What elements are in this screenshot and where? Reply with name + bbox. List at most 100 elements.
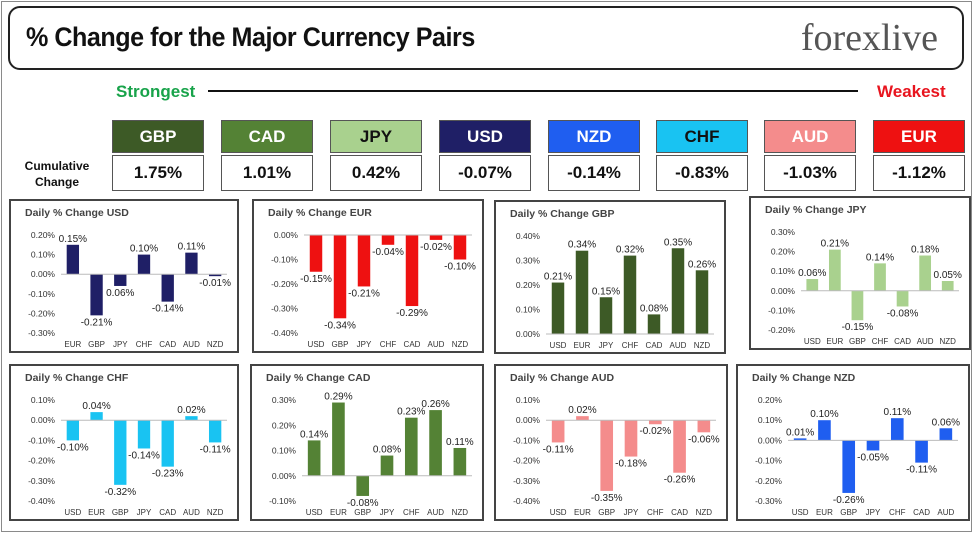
x-category-label: CAD — [913, 508, 930, 517]
x-category-label: CAD — [159, 340, 176, 349]
bar-eur — [575, 250, 589, 334]
chart-panel-usd: Daily % Change USD 0.20% 0.10% 0.00% -0.10% -… — [9, 199, 239, 353]
currency-code-jpy: JPY — [330, 120, 422, 153]
x-category-label: NZD — [207, 340, 224, 349]
bar-chf — [874, 263, 886, 291]
y-tick-label: -0.30% — [28, 476, 55, 486]
data-label: 0.02% — [177, 405, 205, 416]
x-category-label: CHF — [647, 508, 664, 517]
brand-text: forexlive — [800, 17, 938, 59]
chart-title: Daily % Change CHF — [25, 372, 129, 384]
y-tick-label: -0.40% — [513, 496, 540, 506]
bar-usd — [793, 438, 807, 441]
bar-chf — [137, 254, 151, 275]
data-label: 0.02% — [568, 405, 596, 416]
data-label: 0.01% — [786, 427, 814, 438]
cumulative-value-jpy: 0.42% — [330, 155, 422, 191]
strongest-label: Strongest — [116, 82, 196, 101]
bar-jpy — [380, 455, 394, 476]
x-category-label: NZD — [452, 508, 469, 517]
bar-chf — [890, 418, 904, 441]
x-category-label: NZD — [207, 508, 224, 517]
brand-logo: forexlive — [801, 16, 938, 60]
x-category-label: JPY — [599, 341, 614, 350]
bar-cad — [915, 440, 928, 463]
y-tick-label: 0.20% — [272, 420, 297, 430]
bar-nzd — [208, 274, 222, 277]
bar-jpy — [866, 440, 880, 451]
data-label: 0.11% — [178, 242, 206, 253]
cumulative-value-nzd: -0.14% — [548, 155, 640, 191]
data-label: -0.23% — [152, 469, 184, 480]
y-tick-label: -0.10% — [768, 305, 795, 315]
data-label: -0.08% — [347, 498, 379, 509]
data-label: -0.15% — [842, 322, 874, 333]
data-label: -0.04% — [372, 247, 404, 258]
data-label: 0.11% — [446, 437, 474, 448]
x-category-label: USD — [306, 508, 323, 517]
y-tick-label: 0.00% — [274, 230, 299, 240]
x-category-label: GBP — [840, 508, 857, 517]
y-tick-label: 0.00% — [31, 415, 56, 425]
y-tick-label: 0.10% — [272, 446, 297, 456]
y-tick-label: 0.10% — [31, 395, 56, 405]
x-category-label: GBP — [354, 508, 371, 517]
bar-jpy — [357, 235, 371, 287]
x-category-label: EUR — [826, 337, 843, 346]
x-category-label: CAD — [671, 508, 688, 517]
x-category-label: EUR — [88, 508, 105, 517]
y-tick-label: 0.20% — [758, 395, 783, 405]
data-label: 0.11% — [883, 407, 911, 418]
data-label: 0.14% — [300, 429, 328, 440]
bar-gbp — [842, 440, 856, 493]
x-category-label: CHF — [889, 508, 906, 517]
data-label: -0.10% — [57, 442, 89, 453]
data-label: -0.15% — [300, 274, 332, 285]
x-category-label: JPY — [113, 340, 128, 349]
x-category-label: CAD — [404, 340, 421, 349]
y-tick-label: -0.30% — [271, 304, 298, 314]
bar-chart-chf: 0.10%0.00%-0.10%-0.20%-0.30%-0.40%-0.10%… — [28, 395, 231, 517]
x-category-label: EUR — [574, 508, 591, 517]
data-label: 0.08% — [640, 303, 668, 314]
y-tick-label: 0.00% — [771, 286, 796, 296]
cumulative-value-eur: -1.12% — [873, 155, 965, 191]
cumulative-value-usd: -0.07% — [439, 155, 531, 191]
y-tick-label: 0.30% — [516, 256, 541, 266]
y-tick-label: -0.10% — [28, 435, 55, 445]
x-category-label: GBP — [112, 508, 129, 517]
data-label: 0.35% — [664, 237, 692, 248]
bar-gbp — [851, 290, 864, 321]
x-category-label: USD — [64, 508, 81, 517]
data-label: 0.34% — [568, 240, 596, 251]
bar-nzd — [941, 281, 954, 291]
bar-eur — [818, 420, 831, 441]
y-tick-label: -0.20% — [28, 456, 55, 466]
data-label: -0.32% — [104, 487, 136, 498]
x-category-label: GBP — [332, 340, 349, 349]
data-label: 0.15% — [592, 286, 620, 297]
chart-panel-cad: Daily % Change CAD 0.30% 0.20% 0.10% 0.00% -0… — [250, 364, 484, 521]
bar-chart-cad: 0.30% 0.20% 0.10% 0.00% -0.10% 0.14% USD 0.29% E… — [269, 392, 474, 517]
chart-title: Daily % Change USD — [25, 207, 129, 219]
bar-cad — [896, 290, 909, 307]
bar-gbp — [114, 420, 127, 485]
y-tick-label: -0.20% — [513, 456, 540, 466]
bar-eur — [90, 412, 103, 421]
bar-chart-aud: 0.10% 0.00% -0.10% -0.20% -0.30% -0.40% -0.11%… — [513, 395, 720, 517]
bar-usd — [309, 235, 323, 272]
data-label: -0.21% — [81, 317, 113, 328]
x-category-label: USD — [550, 341, 567, 350]
y-tick-label: 0.00% — [516, 329, 541, 339]
y-tick-label: -0.30% — [28, 328, 55, 338]
y-tick-label: -0.10% — [269, 496, 296, 506]
data-label: -0.26% — [833, 495, 865, 506]
strength-scale-line — [208, 90, 858, 92]
x-category-label: EUR — [330, 508, 347, 517]
x-category-label: JPY — [624, 508, 639, 517]
x-category-label: CHF — [403, 508, 420, 517]
data-label: -0.05% — [857, 453, 889, 464]
chart-panel-eur: Daily % Change EUR 0.00% -0.10% -0.20% -0.30… — [252, 199, 484, 353]
x-category-label: USD — [550, 508, 567, 517]
